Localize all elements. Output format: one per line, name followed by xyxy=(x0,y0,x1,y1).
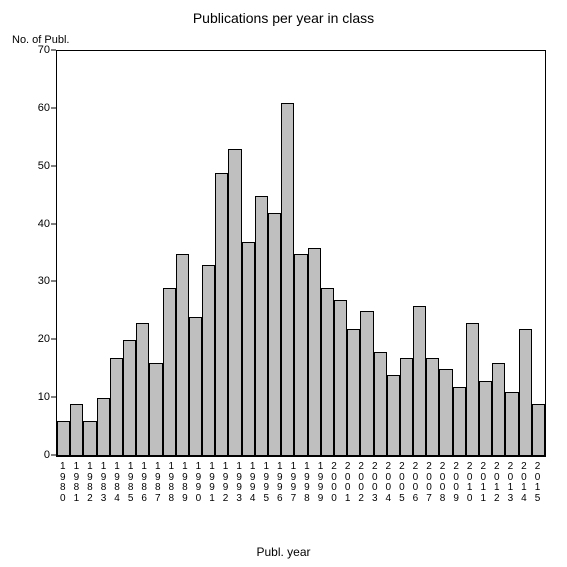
y-tick-label: 0 xyxy=(10,449,50,461)
y-tick-label: 40 xyxy=(10,218,50,230)
x-tick-label: 2015 xyxy=(531,456,545,504)
bar xyxy=(360,311,373,456)
y-axis-ticks: 010203040506070 xyxy=(0,50,56,455)
x-tick-label: 1982 xyxy=(83,456,97,504)
x-tick-label: 2012 xyxy=(490,456,504,504)
y-tick-label: 10 xyxy=(10,391,50,403)
x-tick-label: 1994 xyxy=(246,456,260,504)
x-tick-label: 2002 xyxy=(354,456,368,504)
bar xyxy=(268,213,281,456)
bar xyxy=(97,398,110,456)
y-tick-label: 20 xyxy=(10,333,50,345)
bar xyxy=(479,381,492,456)
bar xyxy=(83,421,96,456)
bar xyxy=(519,329,532,456)
bar xyxy=(374,352,387,456)
x-tick-label: 1993 xyxy=(232,456,246,504)
x-tick-label: 1995 xyxy=(259,456,273,504)
x-tick-label: 1991 xyxy=(205,456,219,504)
x-tick-label: 1996 xyxy=(273,456,287,504)
x-tick-label: 1988 xyxy=(165,456,179,504)
x-tick-label: 2007 xyxy=(422,456,436,504)
bar xyxy=(294,254,307,457)
bar xyxy=(57,421,70,456)
x-tick-label: 2001 xyxy=(341,456,355,504)
x-tick-label: 1980 xyxy=(56,456,70,504)
bar xyxy=(492,363,505,456)
bar xyxy=(255,196,268,456)
bar xyxy=(242,242,255,456)
bar xyxy=(149,363,162,456)
x-axis-label: Publ. year xyxy=(0,545,567,559)
x-tick-label: 1985 xyxy=(124,456,138,504)
x-tick-label: 2005 xyxy=(395,456,409,504)
x-tick-label: 1998 xyxy=(300,456,314,504)
y-tick-label: 50 xyxy=(10,160,50,172)
bar xyxy=(426,358,439,456)
bar xyxy=(123,340,136,456)
chart-container: Publications per year in class No. of Pu… xyxy=(0,0,567,567)
x-tick-label: 1999 xyxy=(314,456,328,504)
bar xyxy=(439,369,452,456)
x-tick-label: 2014 xyxy=(517,456,531,504)
bar xyxy=(413,306,426,456)
bar xyxy=(308,248,321,456)
bar xyxy=(110,358,123,456)
bar xyxy=(466,323,479,456)
bar xyxy=(532,404,545,456)
y-tick-label: 70 xyxy=(10,44,50,56)
x-tick-label: 2004 xyxy=(382,456,396,504)
bar xyxy=(215,173,228,457)
bar xyxy=(347,329,360,456)
x-tick-label: 1987 xyxy=(151,456,165,504)
chart-title: Publications per year in class xyxy=(0,10,567,26)
bar xyxy=(136,323,149,456)
x-tick-label: 2010 xyxy=(463,456,477,504)
x-tick-label: 2009 xyxy=(449,456,463,504)
x-tick-label: 2011 xyxy=(476,456,490,504)
plot-area xyxy=(56,50,546,457)
x-tick-label: 1983 xyxy=(97,456,111,504)
bar xyxy=(400,358,413,456)
x-tick-label: 2013 xyxy=(504,456,518,504)
y-tick-label: 30 xyxy=(10,275,50,287)
bar xyxy=(321,288,334,456)
x-tick-label: 1997 xyxy=(287,456,301,504)
x-tick-label: 1981 xyxy=(70,456,84,504)
x-tick-label: 1986 xyxy=(137,456,151,504)
bar xyxy=(334,300,347,456)
bar xyxy=(163,288,176,456)
bar xyxy=(189,317,202,456)
bar xyxy=(387,375,400,456)
bar xyxy=(70,404,83,456)
x-tick-label: 1989 xyxy=(178,456,192,504)
x-tick-label: 1992 xyxy=(219,456,233,504)
x-tick-label: 2008 xyxy=(436,456,450,504)
x-tick-label: 2000 xyxy=(327,456,341,504)
y-tick-label: 60 xyxy=(10,102,50,114)
bar xyxy=(505,392,518,456)
x-tick-label: 2003 xyxy=(368,456,382,504)
bar xyxy=(228,149,241,456)
bar xyxy=(453,387,466,456)
x-tick-label: 1990 xyxy=(192,456,206,504)
bar xyxy=(281,103,294,456)
bars-group xyxy=(57,51,545,456)
x-tick-label: 2006 xyxy=(409,456,423,504)
x-axis-ticks: 1980198119821983198419851986198719881989… xyxy=(56,456,544,504)
bar xyxy=(202,265,215,456)
x-tick-label: 1984 xyxy=(110,456,124,504)
bar xyxy=(176,254,189,457)
